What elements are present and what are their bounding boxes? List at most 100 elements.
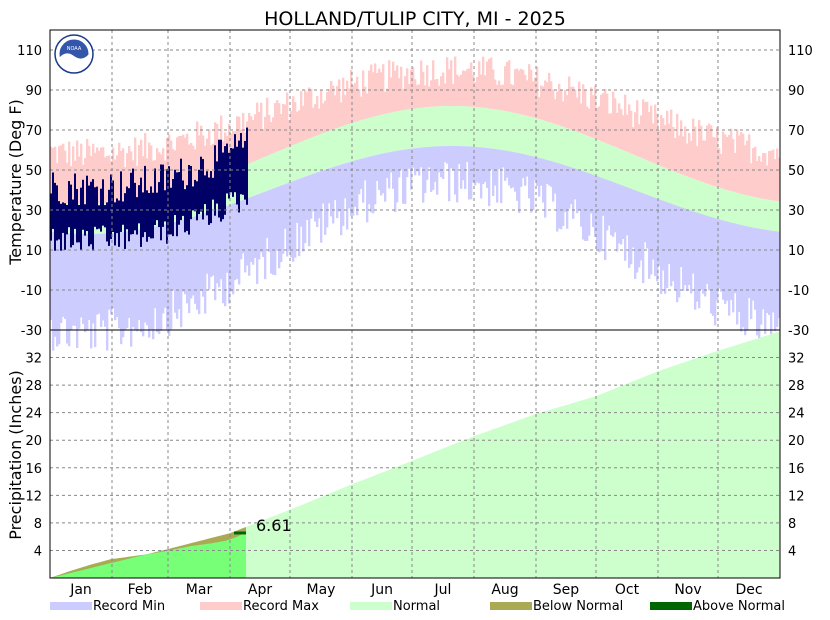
normal-range-bar — [768, 199, 771, 231]
record-min-bar — [578, 169, 581, 211]
record-max-bar — [100, 147, 103, 204]
normal-range-bar — [352, 122, 355, 162]
record-min-bar — [216, 209, 219, 284]
record-max-bar — [672, 126, 675, 171]
normal-range-bar — [370, 117, 373, 157]
record-max-bar — [56, 163, 59, 203]
record-min-bar — [230, 204, 233, 292]
observed-temp-bar — [156, 192, 158, 221]
normal-range-bar — [328, 130, 331, 169]
normal-range-bar — [296, 143, 299, 180]
observed-temp-bar — [142, 192, 144, 238]
record-min-bar — [492, 148, 495, 196]
record-min-bar — [662, 200, 665, 271]
record-max-bar — [266, 97, 269, 157]
record-min-bar — [536, 157, 539, 187]
record-min-bar — [678, 206, 681, 298]
axes: -30 -30 -10 -10 10 10 30 30 50 50 70 70 90 90 110 110 4 4… — [17, 29, 813, 579]
normal-range-bar — [770, 200, 773, 231]
legend-swatch — [50, 602, 92, 610]
record-max-bar — [580, 103, 583, 134]
record-min-bar — [288, 182, 291, 252]
record-min-bar — [258, 193, 261, 260]
record-min-bar — [426, 147, 429, 180]
record-min-bar — [108, 233, 111, 310]
normal-range-bar — [742, 194, 745, 226]
record-max-bar — [50, 147, 53, 202]
record-max-bar — [538, 97, 541, 120]
record-min-bar — [90, 233, 93, 349]
normal-range-bar — [456, 106, 459, 147]
normal-range-bar — [476, 107, 479, 148]
normal-range-bar — [586, 135, 589, 173]
record-max-bar — [312, 107, 315, 138]
record-min-bar — [382, 153, 385, 194]
normal-range-bar — [670, 170, 673, 204]
record-max-bar — [300, 91, 303, 142]
observed-temp-bar — [196, 181, 198, 221]
record-min-bar — [130, 230, 133, 347]
record-max-bar — [736, 129, 739, 193]
record-min-bar — [60, 232, 63, 323]
normal-range-bar — [356, 121, 359, 160]
observed-temp-bar — [118, 200, 120, 247]
record-min-bar — [590, 173, 593, 214]
record-min-bar — [358, 159, 361, 195]
record-min-bar — [642, 193, 645, 283]
record-max-bar — [410, 69, 413, 110]
record-min-bar — [626, 187, 629, 236]
record-max-bar — [682, 136, 685, 175]
record-max-bar — [80, 143, 83, 204]
normal-range-bar — [434, 106, 437, 147]
record-max-bar — [430, 80, 433, 107]
normal-range-bar — [772, 200, 775, 231]
normal-range-bar — [478, 107, 481, 148]
observed-temp-bar — [128, 188, 130, 242]
record-max-bar — [536, 66, 539, 119]
record-max-bar — [408, 83, 411, 110]
record-min-bar — [584, 171, 587, 241]
record-max-bar — [632, 127, 635, 155]
observed-temp-bar — [122, 201, 124, 225]
record-max-bar — [750, 163, 753, 197]
record-min-bar — [116, 232, 119, 318]
record-min-bar — [474, 146, 477, 186]
record-min-bar — [554, 162, 557, 194]
record-min-bar — [482, 147, 485, 185]
record-min-bar — [66, 233, 69, 344]
record-max-bar — [348, 88, 351, 125]
normal-range-bar — [566, 128, 569, 166]
record-min-bar — [310, 174, 313, 219]
record-max-bar — [124, 167, 127, 202]
record-max-bar — [752, 148, 755, 197]
record-min-bar — [654, 197, 657, 277]
record-min-bar — [340, 164, 343, 236]
record-min-bar — [744, 225, 747, 336]
record-min-bar — [582, 171, 585, 240]
record-min-bar — [162, 224, 165, 314]
record-min-bar — [532, 156, 535, 211]
record-min-bar — [540, 158, 543, 186]
observed-temp-bar — [190, 165, 192, 220]
record-min-bar — [562, 164, 565, 226]
record-min-bar — [418, 147, 421, 176]
record-max-bar — [210, 145, 213, 179]
record-min-bar — [722, 220, 725, 300]
record-min-bar — [146, 228, 149, 326]
record-max-bar — [394, 70, 397, 112]
temp-tick-right: 110 — [788, 44, 813, 59]
observed-temp-bar — [232, 148, 234, 197]
legend-label: Record Min — [93, 599, 165, 614]
observed-temp-bar — [184, 189, 186, 233]
record-min-bar — [88, 233, 91, 320]
record-min-bar — [604, 178, 607, 261]
record-min-bar — [296, 179, 299, 223]
record-max-bar — [462, 70, 465, 107]
legend: Record Min Record Max Normal Below Normal Ab… — [50, 599, 785, 614]
record-max-bar — [770, 150, 773, 201]
normal-range-bar — [392, 112, 395, 152]
normal-range-bar — [560, 126, 563, 164]
normal-range-bar — [336, 128, 339, 166]
record-min-bar — [394, 151, 397, 213]
record-max-bar — [618, 103, 621, 149]
